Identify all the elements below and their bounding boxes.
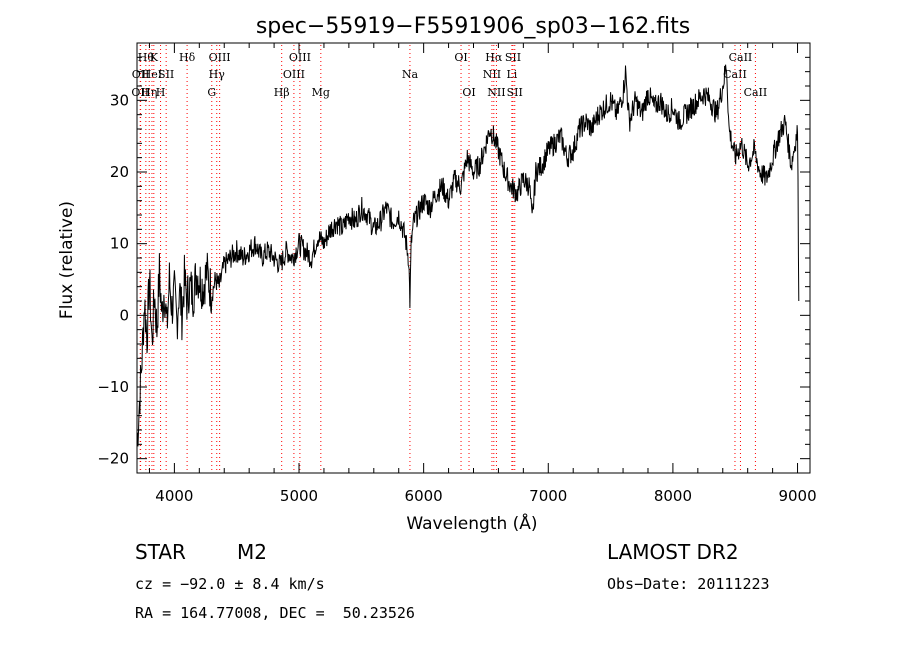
y-tick-label-5: 30 [110,91,129,109]
survey-name: LAMOST DR2 [607,540,739,564]
line-marker-label-6: H [156,86,166,99]
y-tick-label-4: 20 [110,163,129,181]
line-marker-label-13: OIII [283,68,305,81]
line-marker-label-23: SII [505,51,521,64]
line-marker-label-0: OII [131,86,149,99]
line-marker-label-9: G [207,86,216,99]
line-marker-label-27: CaII [744,86,768,99]
line-marker-label-1: OII [132,68,150,81]
x-tick-label-1: 5000 [280,487,318,505]
line-marker-label-26: CaII [729,51,753,64]
y-axis-label: Flux (relative) [57,201,77,319]
line-marker-label-20: Hα [485,51,503,64]
line-marker-label-12: Hβ [274,86,290,99]
line-marker-label-15: Mg [312,86,330,99]
line-markers: OII OII Hθ Hη HeI K H SII Hδ G Hγ OIII Hβ OIII OIII Mg N… [131,45,767,473]
y-tick-label-3: 10 [110,235,129,253]
line-marker-label-19: NII [483,68,501,81]
y-tick-label-0: −20 [97,450,129,468]
line-marker-label-17: OI [454,51,467,64]
line-marker-label-11: OIII [209,51,231,64]
line-marker-label-4: HeI [142,68,162,81]
series-line-flux [136,64,800,447]
line-marker-label-14: OIII [289,51,311,64]
series-layer [136,64,800,447]
x-axis-label: Wavelength (Å) [406,512,537,534]
y-axis: −20 −10 0 10 20 30 [97,56,810,468]
x-tick-label-3: 7000 [529,487,567,505]
x-tick-label-0: 4000 [155,487,193,505]
chart-title: spec−55919−F5591906_sp03−162.fits [256,14,690,39]
line-marker-label-2: Hθ [138,51,155,64]
object-subclass: M2 [237,540,267,564]
y-tick-label-2: 0 [119,306,129,324]
line-marker-label-24: SII [507,86,523,99]
line-marker-label-7: SII [158,68,174,81]
line-marker-label-10: Hγ [209,68,226,81]
x-tick-label-5: 9000 [778,487,816,505]
object-class: STAR [135,540,186,564]
x-axis: 4000 5000 6000 7000 8000 9000 [148,43,817,505]
line-marker-label-21: NII [487,86,505,99]
line-marker-label-16: Na [402,68,419,81]
y-tick-label-1: −10 [97,378,129,396]
x-tick-label-4: 8000 [654,487,692,505]
line-marker-label-8: Hδ [179,51,196,64]
spectrum-chart: spec−55919−F5591906_sp03−162.fits OIIOII… [57,14,817,534]
line-marker-label-5: K [150,51,159,64]
redshift-cz: cz = −92.0 ± 8.4 km/s [135,575,325,593]
line-marker-label-18: OI [462,86,475,99]
x-tick-label-2: 6000 [405,487,443,505]
coordinates: RA = 164.77008, DEC = 50.23526 [135,604,415,622]
line-marker-label-22: Li [506,68,517,81]
obs-date: Obs−Date: 20111223 [607,575,770,593]
line-marker-label-3: Hη [141,86,157,99]
